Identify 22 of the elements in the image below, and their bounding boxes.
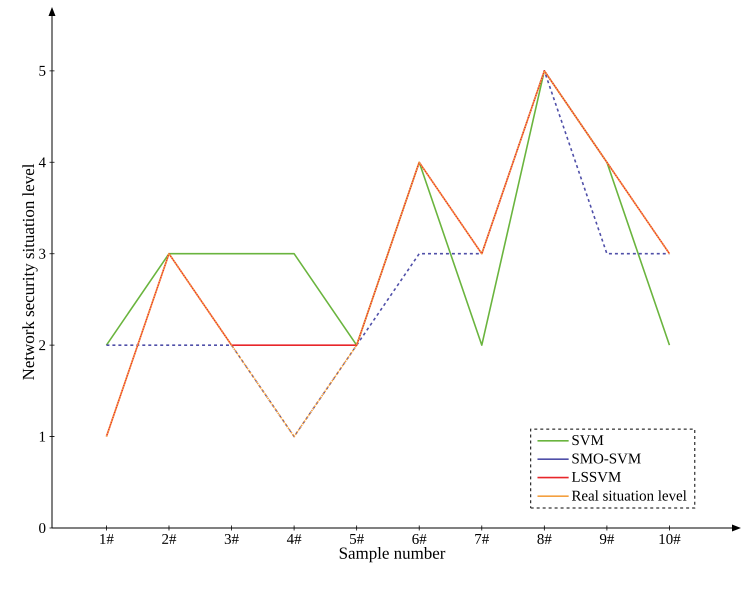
y-tick-label: 1: [40, 432, 46, 442]
x-tick-label: 9#: [600, 534, 614, 544]
x-tick-label: 6#: [412, 534, 426, 544]
legend-label: LSSVM: [572, 472, 621, 482]
legend-label: SVM: [572, 435, 604, 446]
y-tick-label: 2: [39, 340, 46, 350]
x-tick-label: 4#: [286, 534, 302, 544]
legend-label: SMO-SVM: [572, 453, 641, 464]
y-tick-label: 0: [39, 522, 46, 534]
x-tick-label: 7#: [475, 534, 489, 544]
legend-label: Real situation level: [572, 490, 687, 501]
x-tick-label: 10#: [660, 534, 680, 544]
x-tick-label: 1#: [100, 534, 114, 544]
y-tick-label: 4: [38, 157, 46, 168]
x-tick-label: 5#: [350, 534, 364, 544]
y-tick-label: 5: [39, 66, 46, 76]
x-tick-label: 3#: [224, 534, 239, 544]
x-tick-label: 8#: [537, 534, 552, 544]
y-axis-title: Network security situation level: [22, 164, 38, 380]
y-tick-label: 3: [39, 248, 46, 259]
x-tick-label: 2#: [162, 534, 176, 544]
x-axis-title: Sample number: [340, 546, 446, 562]
